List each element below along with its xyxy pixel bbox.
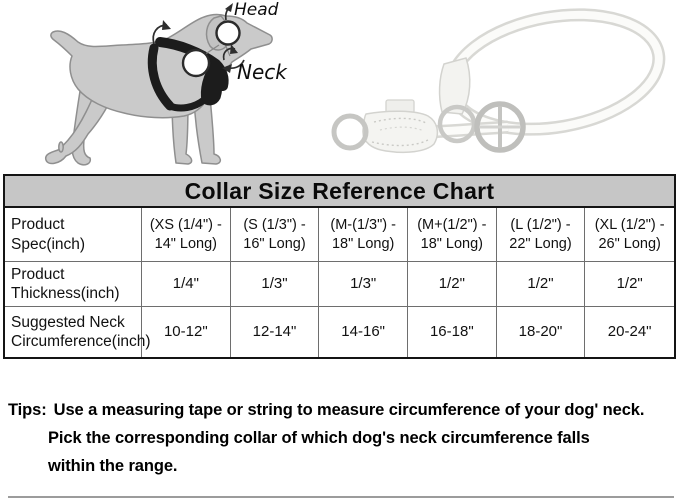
dog-measurement-diagram: Head Neck [44, 2, 288, 166]
column-header-product-spec: Product Spec(inch) [5, 208, 142, 262]
column-header-m-plus: (M+(1/2") - 18" Long) [407, 208, 497, 262]
circumference-xl: 20-24" [607, 322, 652, 340]
tips-label: Tips: [8, 401, 47, 419]
o-ring-icon [331, 113, 369, 151]
circumference-s: 12-14" [231, 307, 320, 357]
neck-measure-point [181, 48, 211, 78]
circumference-m-minus: 14-16" [319, 307, 408, 357]
column-header-s: (S (1/3") - 16" Long) [230, 208, 320, 262]
neck-label: Neck [237, 60, 288, 84]
thickness-m-minus: 1/3" [319, 262, 408, 307]
column-header-l: (L (1/2") - 22" Long) [496, 208, 586, 262]
harness [147, 37, 229, 112]
slider-ring-icon [474, 101, 526, 153]
collar-product-image [331, 8, 666, 154]
column-header-xl: (XL (1/2") - 26" Long) [585, 208, 674, 262]
row-label-thickness: Product Thickness(inch) [5, 262, 142, 307]
tips-line-1: Use a measuring tape or string to measur… [53, 401, 645, 419]
leather-keeper [438, 57, 471, 115]
thickness-l: 1/2" [496, 262, 586, 307]
column-header-xs: (XS (1/4") - 14" Long) [142, 208, 231, 262]
size-chart-table: Collar Size Reference Chart Product Spec… [3, 174, 676, 359]
column-header-m-minus: (M-(1/3") - 18" Long) [319, 208, 408, 262]
thickness-s: 1/3" [230, 262, 320, 307]
thickness-xs: 1/4" [142, 262, 231, 307]
row-label-circumference: Suggested Neck Circumference(inch) [5, 307, 151, 357]
keeper-ring-icon [437, 104, 477, 144]
thickness-xl: 1/2" [585, 262, 674, 307]
circumference-xs: 10-12" [142, 307, 231, 357]
thickness-m-plus: 1/2" [407, 262, 497, 307]
table-grid: Product Spec(inch) (XS (1/4") - 14" Long… [5, 208, 674, 357]
leather-end-cap [362, 99, 439, 154]
table-title: Collar Size Reference Chart [5, 176, 674, 208]
bottom-divider [8, 496, 674, 498]
head-label: Head [234, 2, 279, 20]
head-measure-point [215, 20, 241, 46]
tips-text: Tips: Use a measuring tape or string to m… [8, 396, 674, 480]
tips-line-2: Pick the corresponding collar of which d… [48, 429, 590, 447]
circumference-m-plus: 16-18" [408, 307, 497, 357]
circumference-l: 18-20" [497, 307, 586, 357]
tips-line-3: within the range. [48, 457, 178, 475]
